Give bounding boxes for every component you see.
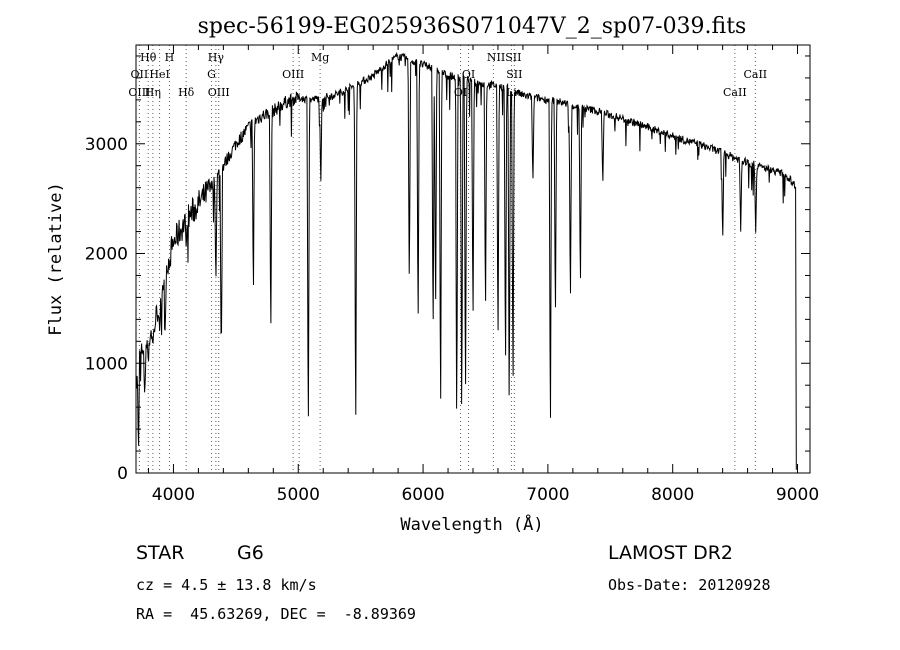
spectral-line-label: G <box>207 68 216 81</box>
spectral-line-label: OI <box>462 68 475 81</box>
y-tick-label: 0 <box>117 464 128 484</box>
spectral-line-label: CaII <box>743 68 767 81</box>
spectral-line-label: HeI <box>149 68 169 81</box>
x-axis-label: Wavelength (Å) <box>400 513 543 535</box>
spectral-line-label: H <box>165 51 175 64</box>
spectral-line-label: Hδ <box>178 86 195 99</box>
spectral-line-label: NIISII <box>487 51 522 64</box>
spectral-line-label: OI <box>454 86 467 99</box>
x-tick-label: 5000 <box>277 485 320 505</box>
spectral-line-label: Mg <box>311 51 329 64</box>
obs-date: Obs-Date: 20120928 <box>608 576 771 594</box>
x-tick-label: 9000 <box>776 485 819 505</box>
spectral-line-label: OIII <box>128 86 150 99</box>
y-tick-label: 1000 <box>85 354 128 374</box>
x-tick-label: 6000 <box>401 485 444 505</box>
spectral-line-label: Li <box>506 86 517 99</box>
spectral-line-label: Hη <box>145 86 161 99</box>
line-marker-group <box>138 45 756 473</box>
survey-name: LAMOST DR2 <box>608 542 733 564</box>
y-tick-label: 3000 <box>85 135 128 155</box>
spectral-line-label: OII <box>131 68 149 81</box>
x-tick-label: 7000 <box>526 485 569 505</box>
spectral-line-label: OIII <box>208 86 230 99</box>
spectral-line-label: Hθ <box>140 51 157 64</box>
chart-title: spec-56199-EG025936S071047V_2_sp07-039.f… <box>198 14 747 39</box>
ra-dec: RA = 45.63269, DEC = -8.89369 <box>136 605 416 623</box>
x-tick-label: 4000 <box>152 485 195 505</box>
y-tick-label: 2000 <box>85 245 128 265</box>
spectral-line-label: OIII <box>282 68 304 81</box>
axis-ticks: 4000 5000 6000 7000 8000 9000 0 1000 2000 3000 <box>85 45 819 505</box>
spectral-line-label: Hγ <box>208 51 225 64</box>
object-class: STAR <box>136 542 185 564</box>
object-subclass: G6 <box>237 542 264 564</box>
spectrum-line <box>136 51 797 470</box>
x-tick-label: 8000 <box>651 485 694 505</box>
spectral-line-label: CaII <box>723 86 747 99</box>
y-axis-label: Flux (relative) <box>46 182 66 336</box>
redshift-cz: cz = 4.5 ± 13.8 km/s <box>136 576 317 594</box>
spectral-line-label: SII <box>506 68 522 81</box>
